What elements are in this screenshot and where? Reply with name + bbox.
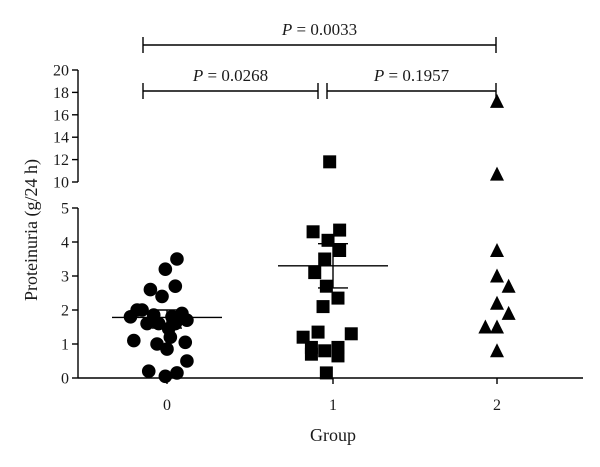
triangle-point bbox=[501, 305, 516, 320]
circle-point bbox=[170, 366, 184, 380]
circle-point bbox=[163, 330, 178, 345]
circle-point bbox=[158, 262, 173, 277]
p-value-text: = 0.0268 bbox=[203, 66, 268, 85]
triangle-point bbox=[501, 278, 516, 293]
circle-point bbox=[160, 342, 174, 356]
circle-point bbox=[168, 279, 183, 294]
circle-point bbox=[180, 313, 194, 328]
triangle-point bbox=[490, 166, 504, 181]
p-symbol: P bbox=[373, 66, 384, 85]
y-tick-label: 20 bbox=[53, 63, 69, 80]
p-value-label: P = 0.0268 bbox=[192, 66, 268, 85]
triangle-point bbox=[478, 319, 493, 334]
square-point bbox=[318, 344, 332, 358]
y-tick-label: 3 bbox=[61, 269, 69, 286]
square-point bbox=[318, 252, 332, 266]
square-point bbox=[316, 300, 330, 314]
square-point bbox=[344, 327, 358, 341]
x-axis-title: Group bbox=[310, 425, 356, 445]
y-axis-title: Proteinuria (g/24 h) bbox=[21, 159, 42, 301]
p-symbol: P bbox=[281, 20, 292, 39]
y-tick-label: 0 bbox=[61, 371, 69, 388]
circle-point bbox=[178, 335, 193, 350]
x-tick-label: 1 bbox=[329, 397, 337, 414]
y-tick-label: 18 bbox=[53, 85, 69, 102]
triangle-point bbox=[490, 343, 504, 358]
square-point bbox=[304, 340, 318, 354]
y-tick-label: 12 bbox=[53, 152, 69, 169]
square-point bbox=[323, 155, 337, 169]
square-point bbox=[333, 244, 347, 257]
y-tick-label: 16 bbox=[53, 107, 69, 124]
circle-point bbox=[135, 303, 149, 317]
triangle-point bbox=[490, 295, 504, 310]
circle-point bbox=[158, 369, 173, 384]
x-ticks: 0 1 2 bbox=[163, 378, 501, 414]
y-tick-label: 5 bbox=[61, 201, 69, 218]
y-tick-label: 4 bbox=[61, 235, 69, 252]
p-value-text: = 0.1957 bbox=[384, 66, 449, 85]
square-point bbox=[319, 366, 333, 380]
square-point bbox=[331, 340, 345, 354]
square-point bbox=[331, 291, 345, 305]
triangle-point bbox=[490, 93, 504, 108]
circle-point bbox=[127, 333, 141, 348]
y-tick-label: 14 bbox=[53, 130, 69, 147]
square-point bbox=[333, 223, 347, 237]
data-points bbox=[123, 93, 516, 384]
axes bbox=[77, 70, 583, 379]
triangle-point bbox=[490, 268, 504, 283]
x-tick-label: 2 bbox=[493, 397, 501, 414]
circle-point bbox=[170, 252, 184, 266]
p-symbol: P bbox=[192, 66, 203, 85]
triangle-point bbox=[490, 319, 504, 334]
square-point bbox=[319, 279, 333, 293]
circle-point bbox=[180, 354, 194, 368]
square-point bbox=[321, 233, 335, 247]
square-point bbox=[296, 330, 310, 344]
p-value-label: P = 0.0033 bbox=[281, 20, 357, 39]
p-value-text: = 0.0033 bbox=[292, 20, 357, 39]
square-point bbox=[311, 325, 325, 339]
p-value-label: P = 0.1957 bbox=[373, 66, 450, 85]
x-tick-label: 0 bbox=[163, 397, 171, 414]
circle-point bbox=[143, 282, 158, 297]
triangle-point bbox=[490, 243, 504, 257]
y-tick-label: 1 bbox=[61, 337, 69, 354]
square-point bbox=[308, 266, 322, 280]
y-tick-label: 2 bbox=[61, 303, 69, 320]
square-point bbox=[306, 225, 320, 239]
circle-point bbox=[141, 364, 156, 379]
y-tick-label: 10 bbox=[53, 175, 69, 192]
circle-point bbox=[155, 289, 169, 304]
